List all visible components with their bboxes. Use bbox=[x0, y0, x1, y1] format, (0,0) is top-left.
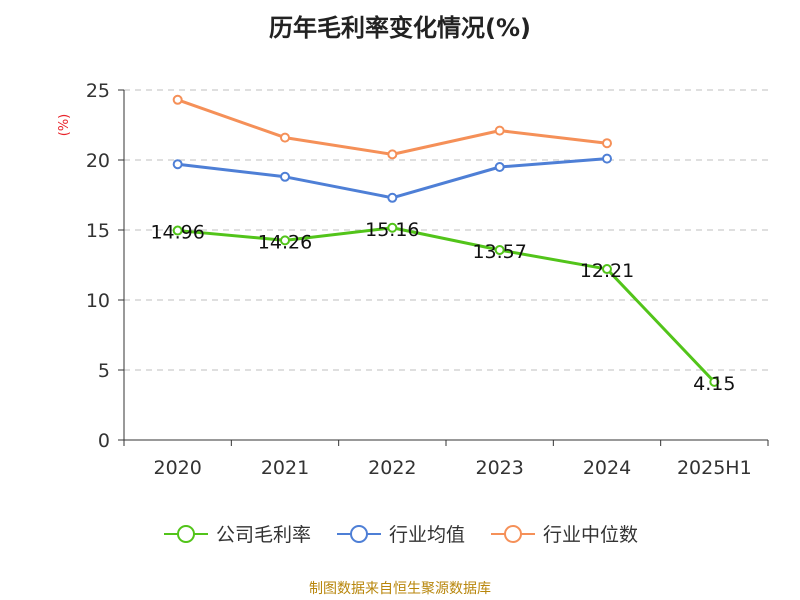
series-line bbox=[177, 226, 716, 383]
series-layer bbox=[172, 94, 720, 387]
data-point bbox=[709, 376, 720, 387]
x-tick-label: 2022 bbox=[368, 457, 416, 479]
x-tick-label: 2020 bbox=[153, 457, 201, 479]
axis-layer: 0 5 10 15 20 25 2020 2021 2022 2023 2024 2025H1 bbox=[86, 80, 769, 479]
legend-item: 行业均值 bbox=[335, 520, 465, 547]
data-point bbox=[280, 171, 290, 182]
y-tick-label: 25 bbox=[86, 80, 110, 102]
data-label: 14.26 bbox=[258, 231, 312, 253]
data-point bbox=[602, 264, 612, 275]
data-point bbox=[172, 94, 183, 105]
data-point bbox=[494, 245, 505, 256]
data-point bbox=[280, 235, 290, 246]
data-point bbox=[387, 192, 398, 203]
grid-layer bbox=[124, 89, 768, 371]
chart-title: 历年毛利率变化情况(%) bbox=[269, 14, 531, 42]
x-tick-label: 2023 bbox=[475, 457, 523, 479]
series-line bbox=[177, 98, 608, 156]
x-tick-label: 2025H1 bbox=[677, 457, 752, 479]
data-label: 13.57 bbox=[472, 241, 526, 263]
data-point bbox=[280, 132, 290, 143]
legend-marker-icon bbox=[163, 524, 208, 543]
y-tick-label: 0 bbox=[98, 430, 110, 452]
data-point bbox=[494, 125, 505, 136]
data-label: 15.16 bbox=[365, 219, 419, 241]
data-label: 12.21 bbox=[580, 260, 634, 282]
x-tick-label: 2024 bbox=[583, 457, 631, 479]
legend: 公司毛利率 行业均值 行业中位数 bbox=[0, 520, 800, 547]
y-tick-label: 15 bbox=[86, 220, 110, 242]
data-label: 14.96 bbox=[150, 222, 204, 244]
legend-item: 公司毛利率 bbox=[162, 520, 311, 547]
legend-label: 公司毛利率 bbox=[215, 524, 311, 546]
y-axis-label: (%) bbox=[57, 114, 72, 137]
data-point bbox=[602, 153, 612, 164]
legend-item: 行业中位数 bbox=[489, 520, 638, 547]
data-point bbox=[172, 225, 183, 236]
data-point bbox=[494, 162, 505, 172]
source-footer: 制图数据来自恒生聚源数据库 bbox=[309, 581, 491, 597]
data-point bbox=[602, 138, 612, 149]
data-point bbox=[172, 159, 183, 170]
data-point bbox=[387, 149, 398, 160]
legend-label: 行业均值 bbox=[388, 524, 465, 546]
legend-marker-icon bbox=[491, 524, 535, 543]
legend-marker-icon bbox=[336, 524, 381, 543]
legend-label: 行业中位数 bbox=[543, 524, 639, 546]
data-point bbox=[387, 222, 398, 233]
series-line bbox=[177, 157, 608, 200]
y-tick-label: 5 bbox=[98, 360, 110, 382]
label-layer: 14.96 14.26 15.16 13.57 12.21 4.15 bbox=[150, 219, 735, 395]
data-label: 4.15 bbox=[693, 373, 735, 395]
y-tick-label: 10 bbox=[86, 290, 110, 312]
y-tick-label: 20 bbox=[86, 150, 110, 172]
x-tick-label: 2021 bbox=[261, 457, 309, 479]
